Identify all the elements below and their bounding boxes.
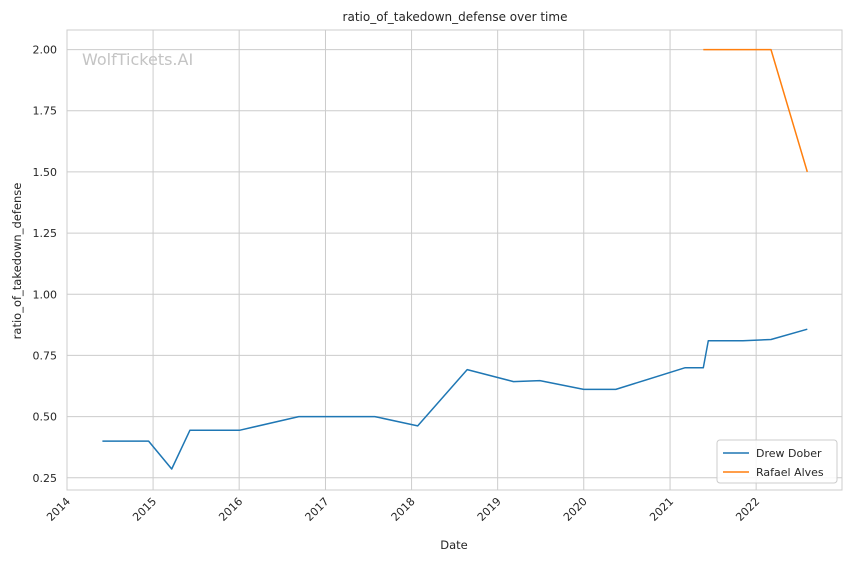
y-axis-label: ratio_of_takedown_defense [10,183,24,340]
chart-title: ratio_of_takedown_defense over time [343,10,568,24]
y-axis-ticks: 0.25 0.50 0.75 1.00 1.25 1.50 1.75 2.00 [33,44,58,485]
grid [66,30,842,490]
legend: Drew Dober Rafael Alves [716,439,838,484]
x-tick-label: 2014 [44,495,73,524]
x-tick-label: 2017 [303,495,332,524]
x-tick-label: 2018 [389,495,418,524]
y-tick-label: 2.00 [33,44,58,57]
plot-background [67,30,842,490]
x-axis-ticks: 2014 2015 2016 2017 2018 2019 2020 2021 2022 [44,495,762,524]
x-tick-label: 2021 [647,495,676,524]
y-tick-label: 0.75 [33,349,58,362]
x-tick-label: 2020 [561,495,590,524]
x-tick-label: 2016 [216,495,245,524]
series-line-0 [102,328,808,470]
y-tick-label: 1.50 [33,166,58,179]
y-tick-label: 1.75 [33,105,58,118]
y-tick-label: 1.00 [33,288,58,301]
y-tick-label: 0.25 [33,472,58,485]
plot-frame [66,29,843,491]
x-tick-label: 2015 [130,495,159,524]
watermark: WolfTickets.AI [82,50,193,69]
x-axis-label: Date [440,538,468,552]
y-tick-label: 0.50 [33,411,58,424]
series-line-1 [703,48,809,173]
x-tick-label: 2019 [475,495,504,524]
legend-label: Rafael Alves [756,466,824,479]
legend-label: Drew Dober [756,447,822,460]
x-tick-label: 2022 [733,495,762,524]
series-lines [102,48,809,470]
y-tick-label: 1.25 [33,227,58,240]
